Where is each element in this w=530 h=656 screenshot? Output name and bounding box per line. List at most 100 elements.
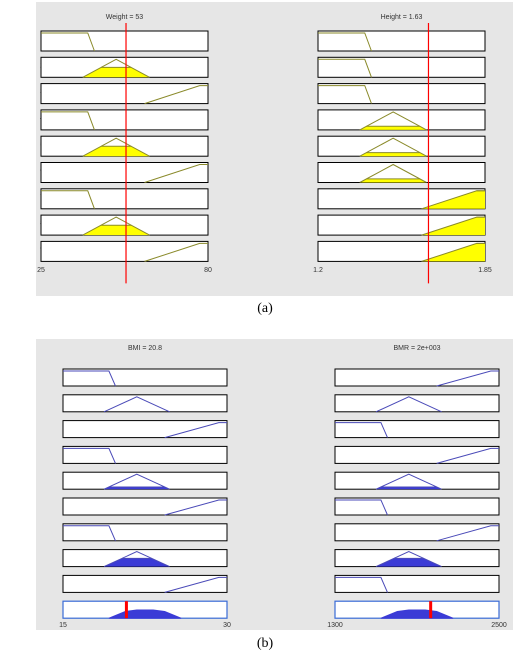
membership-function-line [63, 370, 116, 387]
membership-box [334, 574, 500, 593]
membership-box [40, 30, 209, 52]
membership-function-line [41, 190, 95, 209]
membership-function-line [103, 473, 170, 490]
axis-min-label: 1300 [327, 622, 343, 629]
membership-function-line [436, 447, 499, 464]
membership-box [334, 368, 500, 387]
rule-row [40, 56, 209, 78]
rule-row [334, 368, 500, 387]
membership-box [334, 420, 500, 439]
membership-function-line [421, 216, 485, 236]
rule-row [334, 523, 500, 542]
activation-fill [82, 67, 150, 78]
axis-min-label: 1.2 [313, 267, 323, 274]
membership-box [40, 162, 209, 183]
axis-max-label: 80 [204, 267, 212, 274]
axis-max-label: 1.85 [478, 267, 492, 274]
rule-row [62, 368, 228, 387]
membership-function-line [82, 58, 150, 78]
activation-fill [421, 243, 485, 262]
rule-row [40, 135, 209, 157]
membership-function-line [164, 422, 227, 439]
membership-box [62, 394, 228, 413]
activation-fill [359, 126, 427, 130]
membership-function-line [164, 576, 227, 593]
rule-row [334, 574, 500, 593]
membership-function-line [335, 499, 388, 516]
membership-function-line [421, 242, 485, 262]
activation-fill [421, 217, 485, 236]
membership-function-line [421, 190, 485, 210]
membership-box [317, 83, 486, 105]
bmi-column-title: BMI = 20.8 [128, 345, 162, 352]
rule-row [62, 574, 228, 593]
rule-row [62, 523, 228, 542]
rule-row [62, 600, 228, 619]
membership-box [334, 445, 500, 464]
rule-row [40, 83, 209, 105]
rule-row [40, 214, 209, 236]
membership-function-line [436, 370, 499, 387]
rule-row [317, 240, 486, 262]
rule-row [40, 30, 209, 52]
rule-row [40, 162, 209, 183]
caption-a: (a) [257, 301, 273, 316]
membership-function-line [144, 164, 208, 183]
membership-function-line [375, 396, 442, 413]
axis-min-label: 15 [59, 622, 67, 629]
membership-function-line [63, 525, 116, 542]
activation-fill [82, 146, 150, 157]
activation-fill [82, 225, 150, 236]
membership-box [62, 574, 228, 593]
rule-row [317, 135, 486, 157]
membership-box [317, 56, 486, 78]
membership-function-line [318, 85, 372, 104]
membership-function-line [375, 473, 442, 490]
rule-row [334, 497, 500, 516]
rule-row [40, 188, 209, 210]
activation-fill [359, 178, 427, 183]
rule-row [62, 549, 228, 568]
membership-box [62, 445, 228, 464]
rule-row [40, 109, 209, 131]
rule-row [317, 30, 486, 52]
membership-function-line [359, 111, 427, 131]
membership-function-line [103, 396, 170, 413]
activation-fill [359, 152, 427, 157]
membership-function-line [144, 85, 208, 105]
rule-row [317, 214, 486, 236]
membership-function-line [335, 422, 388, 438]
axis-max-label: 30 [223, 622, 231, 629]
rule-row [334, 445, 500, 464]
membership-function-line [359, 163, 427, 183]
membership-box [334, 394, 500, 413]
membership-box [62, 368, 228, 387]
rule-row [62, 445, 228, 464]
membership-box [334, 523, 500, 542]
activation-fill [104, 486, 170, 490]
activation-fill [376, 486, 442, 490]
membership-function-line [436, 525, 499, 542]
membership-function-line [144, 242, 208, 262]
axis-min-label: 25 [37, 267, 45, 274]
bmi-column: BMI = 20.8 15 30 [59, 345, 231, 629]
membership-function-line [359, 137, 427, 157]
rule-row [317, 83, 486, 105]
aggregate-fill [380, 609, 454, 619]
rule-row [317, 162, 486, 183]
membership-box [62, 420, 228, 439]
membership-function-line [63, 447, 116, 464]
membership-function-line [82, 216, 150, 236]
membership-box [317, 30, 486, 52]
rule-row [62, 420, 228, 439]
weight-column: Weight = 53 25 80 [37, 14, 212, 284]
rule-row [62, 497, 228, 516]
membership-box [40, 83, 209, 105]
rule-row [334, 549, 500, 568]
activation-fill [376, 558, 442, 567]
bmr-column-title: BMR = 2e+003 [393, 345, 440, 352]
activation-fill [421, 190, 485, 209]
membership-box [334, 497, 500, 516]
caption-b: (b) [256, 636, 274, 651]
